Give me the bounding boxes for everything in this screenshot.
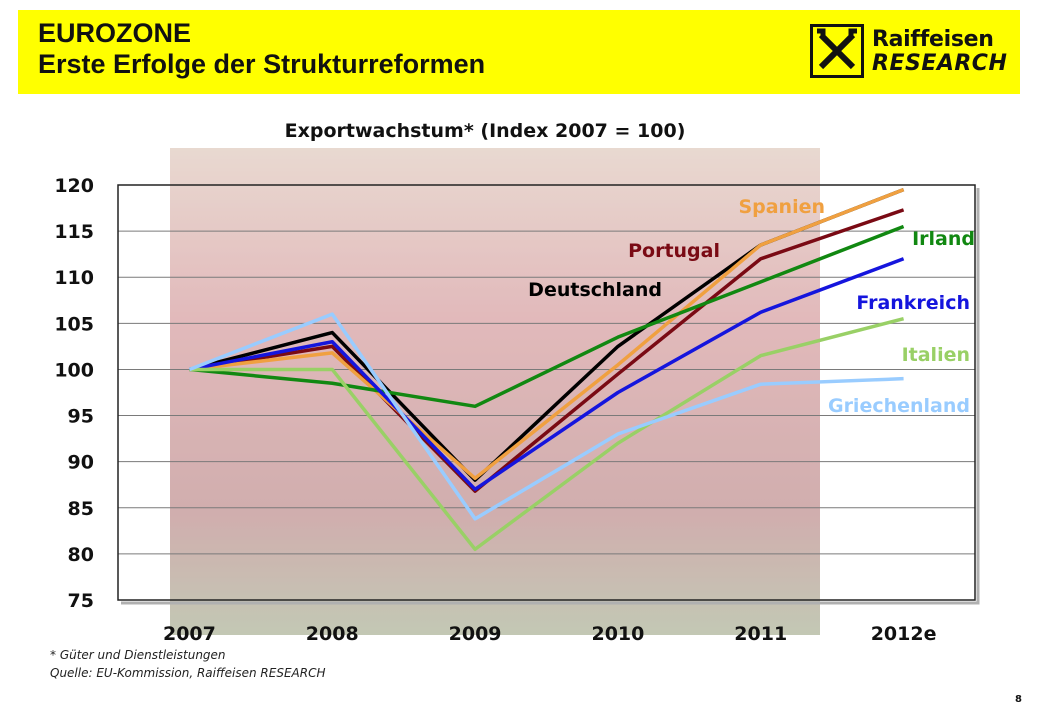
footnote-goods: * Güter und Dienstleistungen bbox=[50, 648, 226, 662]
raiffeisen-gable-cross-icon bbox=[810, 24, 864, 78]
slide-title: EUROZONE Erste Erfolge der Strukturrefor… bbox=[38, 18, 485, 80]
slide-title-line2: Erste Erfolge der Strukturreformen bbox=[38, 49, 486, 79]
y-tick-label: 100 bbox=[54, 359, 94, 381]
y-tick-label: 75 bbox=[68, 590, 94, 612]
logo-text-line1: Raiffeisen bbox=[872, 27, 994, 52]
series-label-irland: Irland bbox=[912, 228, 975, 250]
y-tick-label: 90 bbox=[68, 452, 94, 474]
plot-frame-shadow bbox=[121, 188, 980, 605]
footnote-source: Quelle: EU-Kommission, Raiffeisen RESEAR… bbox=[50, 666, 326, 680]
chart-title: Exportwachstum* (Index 2007 = 100) bbox=[284, 120, 686, 142]
header-bar: EUROZONE Erste Erfolge der Strukturrefor… bbox=[18, 10, 1020, 94]
y-tick-label: 120 bbox=[54, 175, 94, 197]
series-line-griechenland bbox=[188, 312, 904, 521]
series-line-irland bbox=[189, 224, 905, 409]
x-tick-label: 2012e bbox=[871, 623, 937, 645]
y-tick-label: 85 bbox=[68, 498, 94, 520]
y-tick-label: 95 bbox=[68, 406, 94, 428]
logo-text-line2: RESEARCH bbox=[872, 51, 1008, 76]
series-label-italien: Italien bbox=[902, 344, 970, 366]
logo-text: Raiffeisen RESEARCH bbox=[872, 28, 1007, 76]
series-line-spanien bbox=[189, 187, 905, 481]
series-line-italien bbox=[189, 317, 905, 552]
series-label-spanien: Spanien bbox=[738, 196, 825, 218]
x-tick-label: 2010 bbox=[591, 623, 644, 645]
series-line-portugal bbox=[189, 208, 905, 493]
y-tick-label: 110 bbox=[54, 267, 94, 289]
x-tick-label: 2007 bbox=[163, 623, 216, 645]
background-photo bbox=[170, 148, 820, 635]
y-tick-label: 115 bbox=[54, 221, 94, 243]
page-number: 8 bbox=[1015, 694, 1022, 705]
x-tick-label: 2008 bbox=[306, 623, 359, 645]
raiffeisen-logo: Raiffeisen RESEARCH bbox=[810, 22, 1007, 82]
series-label-portugal: Portugal bbox=[628, 240, 720, 262]
series-line-frankreich bbox=[189, 257, 905, 492]
y-tick-label: 105 bbox=[54, 313, 94, 335]
plot-frame bbox=[117, 184, 976, 601]
x-tick-label: 2011 bbox=[734, 623, 787, 645]
series-label-deutschland: Deutschland bbox=[528, 279, 662, 301]
x-tick-label: 2009 bbox=[449, 623, 502, 645]
series-label-griechenland: Griechenland bbox=[828, 395, 970, 417]
series-label-frankreich: Frankreich bbox=[856, 292, 970, 314]
y-tick-label: 80 bbox=[68, 544, 94, 566]
slide-title-line1: EUROZONE bbox=[38, 18, 192, 48]
